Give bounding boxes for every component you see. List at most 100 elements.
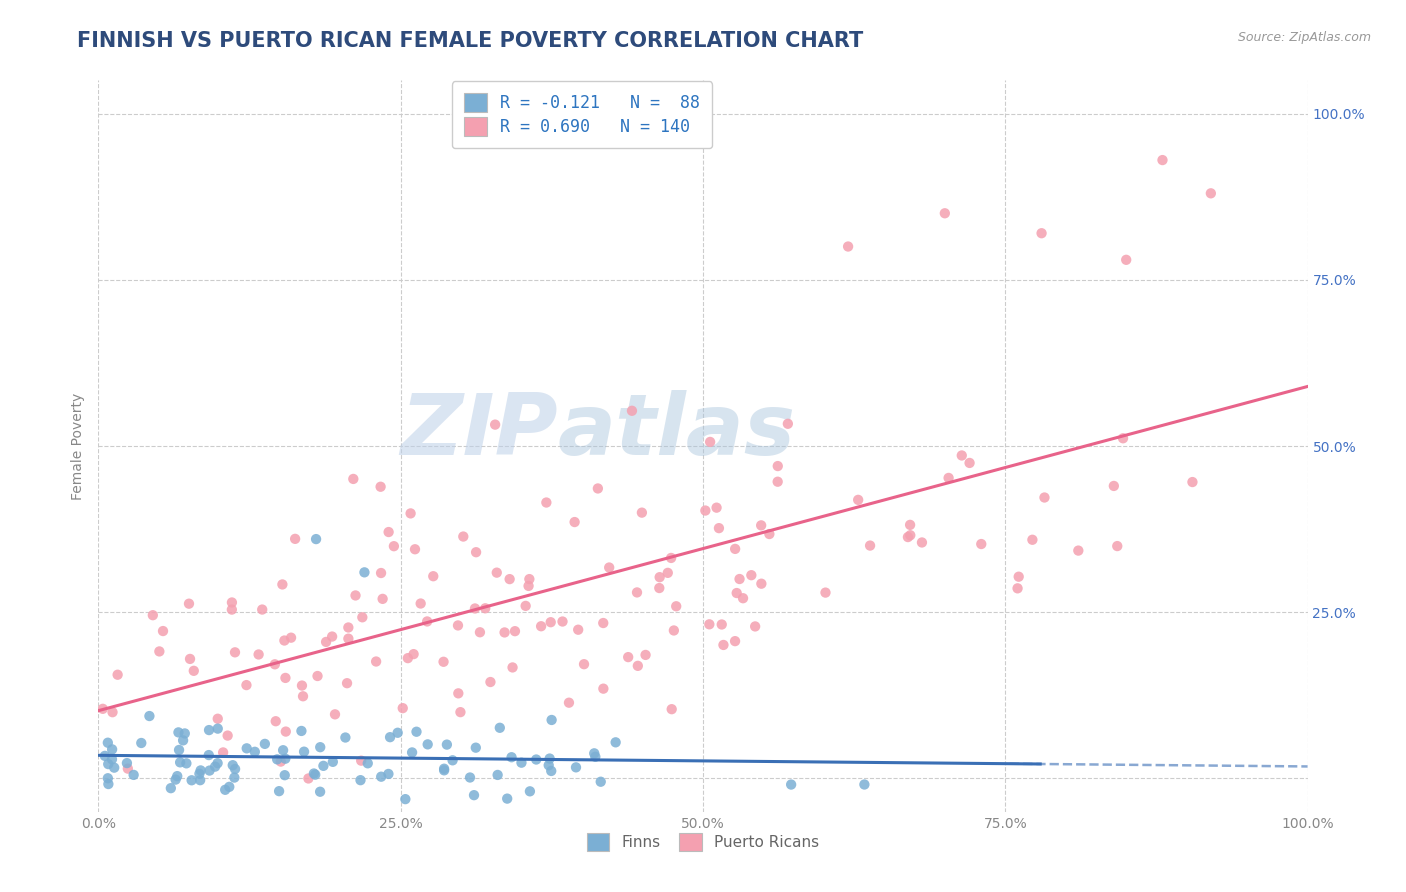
Point — [567, 623, 589, 637]
Point — [357, 756, 380, 771]
Point — [503, 624, 526, 639]
Point — [207, 712, 229, 726]
Point — [349, 773, 371, 788]
Point — [409, 597, 432, 611]
Point — [749, 518, 772, 533]
Point — [235, 741, 257, 756]
Point — [432, 655, 454, 669]
Point — [323, 707, 346, 722]
Point — [970, 537, 993, 551]
Point — [938, 471, 960, 485]
Point — [766, 475, 789, 489]
Point — [322, 755, 344, 769]
Point — [280, 631, 302, 645]
Point — [404, 542, 426, 557]
Point — [744, 619, 766, 633]
Point — [626, 585, 648, 599]
Point — [565, 760, 588, 774]
Point — [394, 792, 416, 806]
Point — [416, 737, 439, 751]
Point — [551, 615, 574, 629]
Point — [148, 644, 170, 658]
Point — [399, 507, 422, 521]
Point — [250, 602, 273, 616]
Point — [592, 681, 614, 696]
Point — [297, 772, 319, 786]
Point — [728, 572, 751, 586]
Point — [659, 551, 682, 566]
Point — [1112, 431, 1135, 445]
Point — [631, 506, 654, 520]
Text: Source: ZipAtlas.com: Source: ZipAtlas.com — [1237, 31, 1371, 45]
Y-axis label: Female Poverty: Female Poverty — [72, 392, 86, 500]
Point — [524, 752, 547, 766]
Point — [253, 737, 276, 751]
Point — [396, 651, 419, 665]
Point — [405, 724, 427, 739]
Point — [496, 791, 519, 805]
Point — [598, 560, 620, 574]
Point — [564, 515, 586, 529]
Point — [725, 586, 748, 600]
Point — [266, 752, 288, 766]
Point — [115, 756, 138, 770]
Point — [488, 721, 510, 735]
Point — [502, 660, 524, 674]
Point — [814, 585, 837, 599]
Point — [665, 599, 688, 614]
Point — [538, 751, 561, 765]
Point — [758, 527, 780, 541]
Point — [302, 766, 325, 780]
Point — [458, 771, 481, 785]
Point — [188, 766, 211, 780]
Point — [176, 756, 198, 771]
Point — [307, 669, 329, 683]
Point — [911, 535, 934, 549]
Legend: Finns, Puerto Ricans: Finns, Puerto Ricans — [579, 825, 827, 859]
Point — [352, 610, 374, 624]
Point — [617, 650, 640, 665]
Point — [766, 458, 789, 473]
Point — [97, 777, 120, 791]
Point — [605, 735, 627, 749]
Point — [165, 772, 187, 787]
Point — [463, 788, 485, 802]
Point — [1008, 570, 1031, 584]
Point — [897, 530, 920, 544]
Point — [371, 591, 394, 606]
Point — [335, 731, 357, 745]
Point — [336, 676, 359, 690]
Point — [235, 678, 257, 692]
Point — [724, 541, 747, 556]
Point — [177, 597, 200, 611]
Point — [370, 480, 392, 494]
Point — [198, 723, 221, 737]
Point — [222, 758, 245, 772]
Point — [627, 658, 650, 673]
Point — [494, 625, 516, 640]
Point — [530, 619, 553, 633]
Point — [540, 764, 562, 778]
Point — [479, 675, 502, 690]
Point — [207, 756, 229, 771]
Point — [589, 774, 612, 789]
Point — [1199, 186, 1222, 201]
Point — [699, 434, 721, 449]
Point — [305, 532, 328, 546]
Point — [1007, 582, 1029, 596]
Point — [950, 449, 973, 463]
Point — [274, 671, 297, 685]
Point — [1115, 252, 1137, 267]
Point — [780, 778, 803, 792]
Point — [1152, 153, 1174, 167]
Point — [661, 702, 683, 716]
Point — [94, 748, 117, 763]
Point — [97, 771, 120, 785]
Point — [101, 752, 124, 766]
Point — [204, 759, 226, 773]
Point — [648, 570, 671, 584]
Point — [337, 632, 360, 646]
Point — [1102, 479, 1125, 493]
Point — [309, 785, 332, 799]
Point — [173, 726, 195, 740]
